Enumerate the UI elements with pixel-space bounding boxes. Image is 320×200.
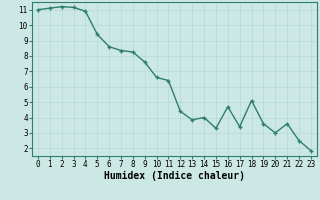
X-axis label: Humidex (Indice chaleur): Humidex (Indice chaleur) [104, 171, 245, 181]
